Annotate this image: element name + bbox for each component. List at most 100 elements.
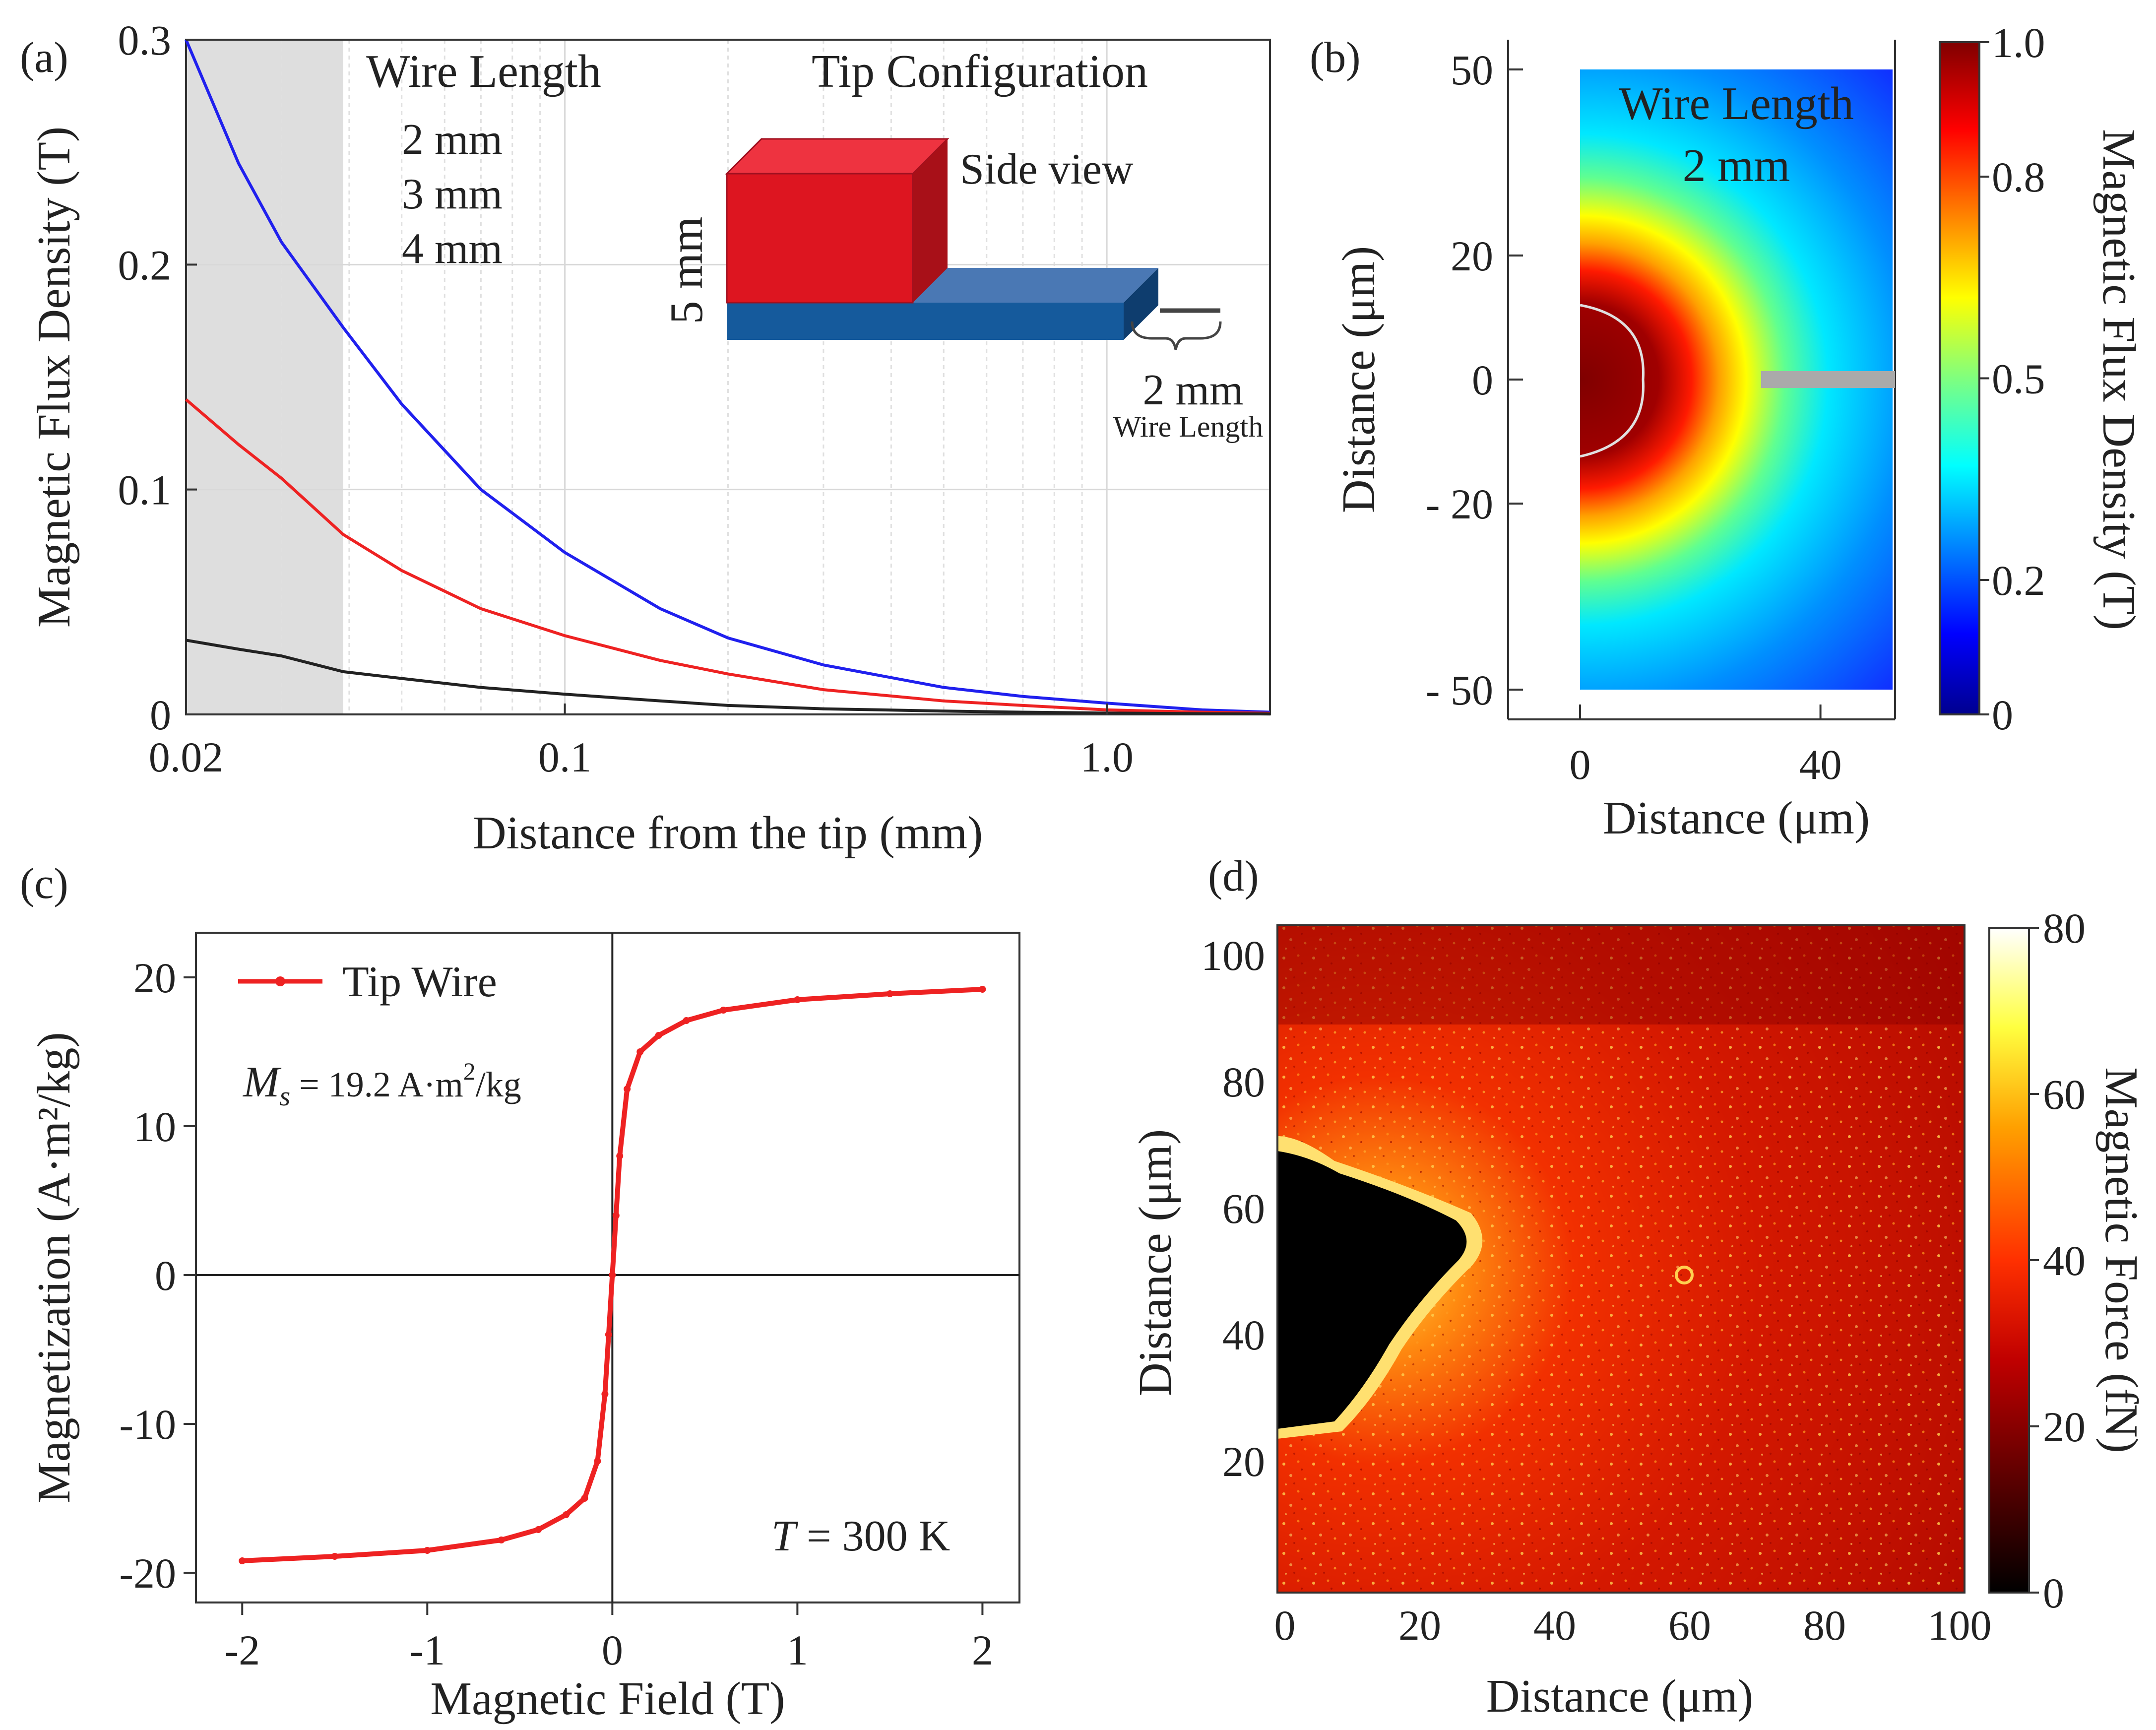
d-colorbar-tick-label: 80 bbox=[2043, 904, 2086, 952]
c-data-point bbox=[794, 996, 801, 1003]
c-y-tick-label: 20 bbox=[133, 954, 176, 1002]
c-ms-value: = 19.2 A·m bbox=[290, 1065, 463, 1104]
c-x-tick-label: 2 bbox=[972, 1626, 993, 1674]
a-x-tick-label: 0.1 bbox=[538, 733, 592, 781]
b-colorbar bbox=[1939, 41, 1980, 715]
d-top-dark-band bbox=[1277, 925, 1965, 1025]
d-tip-shadow bbox=[1277, 1151, 1467, 1429]
d-colorbar-tick-label: 20 bbox=[2043, 1403, 2086, 1451]
d-particle bbox=[1675, 1266, 1694, 1284]
a-inset-wire-caption: Wire Length bbox=[1113, 410, 1263, 443]
a-inset-wire-value: 2 mm bbox=[1143, 366, 1244, 414]
c-data-point bbox=[683, 1017, 690, 1024]
c-temperature-annotation: T = 300 K bbox=[771, 1512, 950, 1560]
d-y-tick-label: 100 bbox=[1201, 932, 1265, 979]
c-data-point bbox=[594, 1458, 601, 1465]
base-front-face bbox=[727, 303, 1124, 340]
a-x-tick-label: 1.0 bbox=[1080, 733, 1134, 781]
b-annotation-line1: Wire Length bbox=[1619, 78, 1854, 129]
d-y-tick-label: 60 bbox=[1222, 1185, 1265, 1232]
c-x-tick-label: -2 bbox=[224, 1626, 260, 1674]
a-legend-title: Wire Length bbox=[366, 46, 601, 97]
b-field-map bbox=[1580, 69, 1895, 690]
b-x-tick-label: 0 bbox=[1570, 741, 1591, 788]
b-colorbar-tick-label: 0.2 bbox=[1992, 557, 2045, 604]
d-x-tick-label: 80 bbox=[1803, 1602, 1846, 1649]
a-legend-3mm: 3 mm bbox=[402, 170, 503, 218]
c-temp-value: = 300 K bbox=[796, 1512, 950, 1560]
a-y-tick-label: 0.3 bbox=[118, 16, 172, 64]
a-legend-4mm: 4 mm bbox=[402, 225, 503, 273]
panel-d-label: (d) bbox=[1208, 852, 1259, 900]
c-series-lines bbox=[239, 986, 986, 1564]
b-colorbar-tick-label: 0.8 bbox=[1992, 153, 2045, 201]
magnet-top-face bbox=[725, 138, 950, 175]
c-y-tick-label: 10 bbox=[133, 1103, 176, 1151]
b-y-tick-label: - 20 bbox=[1426, 480, 1493, 528]
c-data-point bbox=[636, 1048, 644, 1055]
c-zero-lines bbox=[196, 933, 1019, 1602]
c-ms-superscript: 2 bbox=[463, 1057, 476, 1085]
d-force-map bbox=[1277, 925, 1965, 1593]
a-x-ticks: 0.02 0.1 1.0 bbox=[149, 704, 1134, 781]
c-data-point bbox=[612, 1212, 620, 1219]
c-data-point bbox=[581, 1495, 588, 1502]
a-plot-frame bbox=[185, 39, 1271, 715]
a-y-tick-label: 0 bbox=[150, 691, 171, 739]
c-y-tick-label: -20 bbox=[119, 1549, 176, 1597]
c-data-point bbox=[498, 1537, 505, 1543]
b-colorbar-ticks: 1.0 0.8 0.5 0.2 0 bbox=[1979, 19, 2045, 739]
a-legend-2mm: 2 mm bbox=[402, 116, 503, 164]
panel-c-label: (c) bbox=[20, 860, 68, 908]
d-x-tick-label: 100 bbox=[1928, 1602, 1992, 1649]
c-data-point bbox=[601, 1391, 609, 1398]
b-y-axis-label: Distance (μm) bbox=[1333, 246, 1385, 513]
b-annotation-line2: 2 mm bbox=[1683, 140, 1790, 192]
c-data-point bbox=[720, 1007, 727, 1014]
a-shaded-region bbox=[186, 40, 343, 714]
a-gridlines bbox=[186, 40, 1270, 714]
magnet-front-face bbox=[726, 173, 914, 304]
b-colorbar-label: Magnetic Flux Density (T) bbox=[2093, 129, 2145, 630]
d-plot-frame bbox=[1276, 924, 1966, 1594]
wire-brace bbox=[1131, 321, 1222, 350]
d-colorbar-label: Magnetic Force (fN) bbox=[2095, 1067, 2147, 1453]
d-x-tick-label: 40 bbox=[1533, 1602, 1576, 1649]
c-y-axis-label: Magnetization (A·m²/kg) bbox=[28, 1032, 80, 1503]
d-colorbar-tick-label: 0 bbox=[2043, 1569, 2064, 1617]
b-y-tick-label: 20 bbox=[1451, 232, 1493, 280]
b-y-tick-label: 0 bbox=[1472, 356, 1493, 404]
d-y-tick-label: 40 bbox=[1222, 1311, 1265, 1359]
b-colorbar-tick-label: 0 bbox=[1992, 691, 2013, 739]
d-colorbar-ticks: 80 60 40 20 0 bbox=[2029, 904, 2086, 1617]
a-inset-tip-configuration: Tip Configuration Side view 5 mm 2 mm Wi… bbox=[661, 46, 1263, 443]
b-colorbar-tick-label: 0.5 bbox=[1992, 355, 2045, 403]
c-data-point bbox=[609, 1272, 616, 1279]
c-legend-marker bbox=[275, 976, 285, 986]
c-data-point bbox=[886, 990, 893, 997]
b-y-tick-label: 50 bbox=[1451, 46, 1493, 94]
d-y-tick-label: 20 bbox=[1222, 1438, 1265, 1485]
c-data-point bbox=[616, 1153, 624, 1159]
c-x-ticks: -2 -1 0 1 2 bbox=[224, 1602, 993, 1674]
c-data-point bbox=[563, 1511, 570, 1518]
d-y-tick-label: 80 bbox=[1222, 1058, 1265, 1106]
a-series-3-line bbox=[186, 639, 1270, 716]
a-y-tick-label: 0.2 bbox=[118, 241, 172, 289]
c-x-tick-label: 1 bbox=[787, 1626, 808, 1674]
panel-a-label: (a) bbox=[20, 34, 68, 82]
d-colorbar-tick-label: 60 bbox=[2043, 1071, 2086, 1118]
c-data-point bbox=[624, 1086, 631, 1092]
a-inset-height-label: 5 mm bbox=[661, 217, 712, 324]
b-y-ticks: 50 20 0 - 20 - 50 bbox=[1426, 46, 1523, 714]
c-data-point bbox=[535, 1526, 542, 1533]
a-series-1-line bbox=[185, 39, 1270, 714]
d-colorbar-tick-label: 40 bbox=[2043, 1237, 2086, 1284]
d-y-ticks: 100 80 60 40 20 bbox=[1201, 932, 1265, 1485]
c-data-point bbox=[331, 1553, 338, 1560]
c-data-point bbox=[239, 1557, 246, 1564]
c-y-tick-label: 0 bbox=[155, 1252, 176, 1299]
c-ms-annotation: Ms = 19.2 A·m2/kg bbox=[242, 1057, 521, 1112]
a-x-tick-label: 0.02 bbox=[149, 733, 224, 781]
a-y-ticks: 0 0.1 0.2 0.3 bbox=[118, 16, 197, 739]
